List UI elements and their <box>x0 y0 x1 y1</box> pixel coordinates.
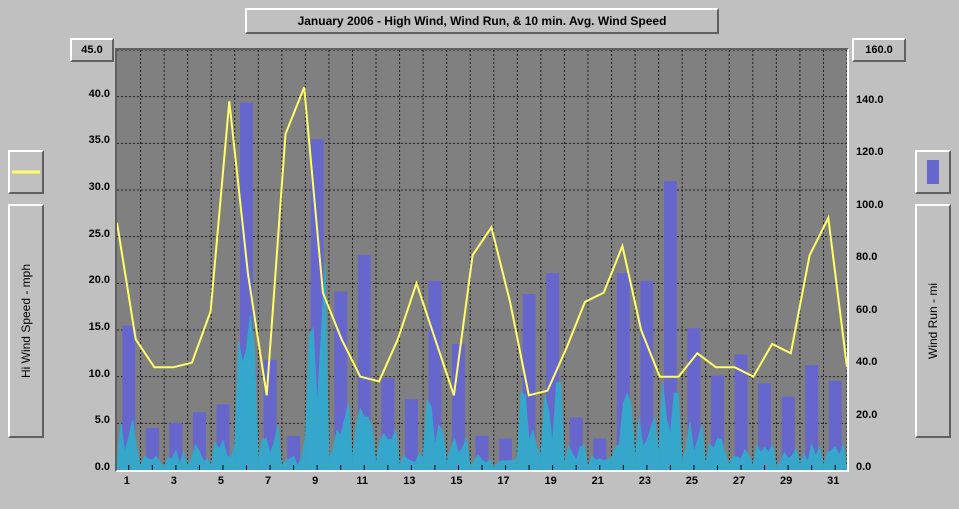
y-right-axis-label-box: Wind Run - mi <box>915 204 951 438</box>
y-right-max-box: 160.0 <box>852 38 906 62</box>
plot-svg <box>117 50 847 470</box>
y-left-tick: 10.0 <box>70 368 110 380</box>
y-right-tick: 100.0 <box>856 199 906 211</box>
y-left-axis-label-box: Hi Wind Speed - mph <box>8 204 44 438</box>
x-tick: 17 <box>492 475 516 487</box>
y-left-tick: 0.0 <box>70 461 110 473</box>
y-right-tick: 120.0 <box>856 146 906 158</box>
y-right-tick: 40.0 <box>856 356 906 368</box>
x-tick: 25 <box>680 475 704 487</box>
y-right-tick: 20.0 <box>856 409 906 421</box>
y-left-tick: 40.0 <box>70 88 110 100</box>
x-tick: 27 <box>727 475 751 487</box>
y-left-tick: 35.0 <box>70 134 110 146</box>
y-right-tick: 140.0 <box>856 94 906 106</box>
legend-bar-swatch <box>915 150 951 194</box>
y-left-tick: 25.0 <box>70 228 110 240</box>
x-tick: 11 <box>350 475 374 487</box>
x-tick: 21 <box>586 475 610 487</box>
y-left-tick: 20.0 <box>70 274 110 286</box>
y-left-tick: 15.0 <box>70 321 110 333</box>
x-tick: 29 <box>774 475 798 487</box>
x-tick: 15 <box>444 475 468 487</box>
x-tick: 13 <box>397 475 421 487</box>
plot-area <box>115 48 849 472</box>
y-right-tick: 80.0 <box>856 251 906 263</box>
chart-frame: January 2006 - High Wind, Wind Run, & 10… <box>0 0 959 509</box>
x-tick: 9 <box>303 475 327 487</box>
y-right-axis-label: Wind Run - mi <box>926 283 940 359</box>
legend-line-swatch <box>8 150 44 194</box>
x-tick: 3 <box>162 475 186 487</box>
y-left-max-box: 45.0 <box>70 38 114 62</box>
y-right-tick: 0.0 <box>856 461 906 473</box>
x-tick: 19 <box>539 475 563 487</box>
x-tick: 7 <box>256 475 280 487</box>
y-left-tick: 30.0 <box>70 181 110 193</box>
y-right-tick: 60.0 <box>856 304 906 316</box>
x-tick: 31 <box>821 475 845 487</box>
y-left-axis-label: Hi Wind Speed - mph <box>19 264 33 378</box>
x-tick: 1 <box>115 475 139 487</box>
x-tick: 23 <box>633 475 657 487</box>
y-left-tick: 5.0 <box>70 414 110 426</box>
x-tick: 5 <box>209 475 233 487</box>
chart-title: January 2006 - High Wind, Wind Run, & 10… <box>245 8 719 34</box>
